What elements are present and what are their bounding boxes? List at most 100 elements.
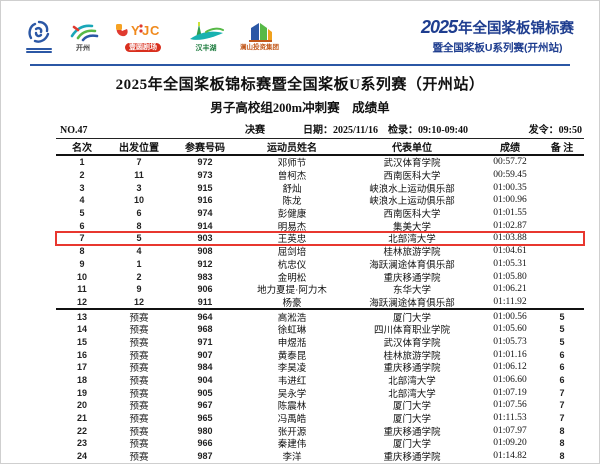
team-cell: 海跃澜途体育俱乐部 — [369, 298, 455, 309]
table-row: 22 预赛 980 张开源 重庆移通学院 01:07.97 8 — [56, 424, 584, 438]
start-position-cell: 11 — [134, 170, 144, 181]
bib-number-cell: 987 — [197, 451, 213, 462]
start-position-cell: 预赛 — [129, 427, 149, 438]
table-row: 23 预赛 966 秦建伟 厦门大学 01:09.20 8 — [56, 437, 584, 450]
team-cell: 峡浪水上运动俱乐部 — [369, 184, 455, 195]
start-position-cell: 2 — [136, 271, 142, 282]
start-position-cell: 10 — [133, 195, 144, 206]
rank-cell: 14 — [76, 324, 87, 335]
remark-cell: 7 — [559, 387, 565, 398]
table-row: 9 1 912 杭忠仪 海跃澜途体育俱乐部 01:05.31 — [56, 258, 584, 271]
athlete-name-cell: 秦建伟 — [277, 440, 307, 451]
team-cell: 四川体育职业学院 — [373, 326, 450, 337]
athlete-name-cell: 韦进红 — [277, 377, 307, 388]
athlete-name-cell: 彭健康 — [277, 210, 307, 221]
team-cell: 厦门大学 — [392, 313, 431, 324]
athlete-name-cell: 李昊凌 — [277, 364, 307, 375]
table-row: 24 预赛 987 李洋 重庆移通学院 01:14.82 8 — [56, 450, 584, 463]
result-time-cell: 01:02.87 — [493, 220, 527, 231]
bib-number-cell: 905 — [197, 387, 213, 398]
table-row: 1 7 972 邓师节 武汉体育学院 00:57.72 — [56, 156, 584, 169]
bib-number-cell: 971 — [197, 336, 213, 347]
start-position-cell: 3 — [136, 182, 142, 193]
bib-number-cell: 983 — [197, 271, 213, 282]
rank-cell: 12 — [76, 296, 87, 307]
team-cell: 重庆移通学院 — [383, 427, 441, 438]
rank-cell: 22 — [76, 425, 87, 436]
remark-cell: 8 — [559, 451, 565, 462]
rank-cell: 11 — [77, 284, 87, 295]
rank-cell: 4 — [79, 195, 85, 206]
table-row: 3 3 915 舒灿 峡浪水上运动俱乐部 01:00.35 — [56, 181, 584, 195]
rank-cell: 16 — [76, 349, 87, 360]
athlete-name-cell: 地力夏提·阿力木 — [257, 286, 327, 297]
result-time-cell: 01:03.88 — [493, 233, 527, 244]
emblem-icon — [26, 19, 52, 45]
athlete-name-cell: 陈龙 — [282, 197, 302, 208]
result-time-cell: 01:06.21 — [493, 284, 527, 295]
table-row: 4 10 916 陈龙 峡浪水上运动俱乐部 01:00.96 — [56, 194, 584, 207]
start-position-cell: 5 — [136, 233, 142, 244]
kaizhou-city-logo: 开州 — [66, 20, 100, 52]
rank-cell: 15 — [76, 336, 87, 347]
result-time-cell: 01:00.56 — [493, 311, 527, 322]
bib-number-cell: 972 — [197, 157, 213, 168]
meta-row: NO.47 决赛 日期：2025/11/16 检录：09:10-09:40 发令… — [56, 121, 584, 139]
table-row: 10 2 983 金明松 重庆移通学院 01:05.80 — [56, 270, 584, 284]
team-cell: 武汉体育学院 — [383, 338, 441, 349]
result-time-cell: 01:11.53 — [493, 413, 527, 424]
document-title: 2025年全国桨板锦标赛暨全国桨板U系列赛（开州站） — [115, 77, 485, 93]
team-cell: 北部湾大学 — [388, 377, 436, 388]
result-time-cell: 01:05.73 — [493, 336, 527, 347]
result-time-cell: 01:04.61 — [493, 246, 527, 257]
table-row: 12 12 911 杨豪 海跃澜途体育俱乐部 01:11.92 — [56, 296, 584, 311]
start-signal-label: 发令：09:50 — [528, 125, 582, 136]
athlete-name-cell: 徐虹琳 — [277, 326, 307, 337]
col-rank: 名次 — [72, 143, 92, 154]
rank-cell: 19 — [76, 387, 87, 398]
result-time-cell: 01:05.31 — [493, 258, 527, 269]
bib-number-cell: 903 — [197, 233, 213, 244]
remark-cell: 5 — [559, 336, 565, 347]
table-row: 11 9 906 地力夏提·阿力木 东华大学 01:06.21 — [56, 283, 584, 296]
results-table-body: 1 7 972 邓师节 武汉体育学院 00:57.72 2 11 973 曾柯杰… — [0, 156, 600, 464]
rank-cell: 10 — [76, 271, 87, 282]
rank-cell: 6 — [79, 220, 85, 231]
hanfenghu-label: 汉丰湖 — [195, 45, 217, 52]
rank-cell: 7 — [79, 233, 85, 244]
team-cell: 重庆移通学院 — [383, 273, 441, 284]
remark-cell: 6 — [559, 349, 565, 360]
table-row: 6 8 914 明易杰 集美大学 01:02.87 — [56, 219, 584, 233]
bib-number-cell: 966 — [197, 438, 213, 449]
team-cell: 西南医科大学 — [383, 210, 441, 221]
athlete-name-cell: 金明松 — [277, 273, 307, 284]
result-time-cell: 01:07.97 — [493, 425, 527, 436]
start-position-cell: 预赛 — [129, 326, 149, 337]
team-cell: 集美大学 — [392, 222, 431, 233]
blue-divider-rule — [30, 64, 570, 66]
athlete-name-cell: 陈震林 — [277, 402, 307, 413]
start-position-cell: 预赛 — [129, 338, 149, 349]
athlete-name-cell: 申煜湉 — [277, 338, 307, 349]
event-wordmark-line1: 2025年全国桨板锦标赛 — [420, 17, 574, 37]
lanshan-label: 澜山投资集团 — [240, 44, 279, 52]
rank-cell: 17 — [76, 362, 87, 373]
team-cell: 峡浪水上运动俱乐部 — [369, 197, 455, 208]
bib-number-cell: 968 — [197, 324, 213, 335]
result-time-cell: 01:09.20 — [493, 438, 527, 449]
athlete-name-cell: 高淞浩 — [277, 313, 307, 324]
table-row: 13 预赛 964 高淞浩 厦门大学 01:00.56 5 — [56, 310, 584, 324]
table-row: 20 预赛 967 陈震林 厦门大学 01:07.56 7 — [56, 399, 584, 412]
rank-cell: 24 — [76, 451, 87, 462]
rank-cell: 5 — [79, 208, 85, 219]
team-cell: 厦门大学 — [392, 402, 431, 413]
start-position-cell: 1 — [136, 258, 142, 269]
athlete-name-cell: 曾柯杰 — [277, 172, 307, 183]
remark-cell: 8 — [559, 438, 565, 449]
bib-number-cell: 974 — [197, 208, 213, 219]
remark-cell: 7 — [559, 413, 565, 424]
remark-cell: 8 — [559, 425, 565, 436]
athlete-name-cell: 屈剑培 — [277, 248, 307, 259]
